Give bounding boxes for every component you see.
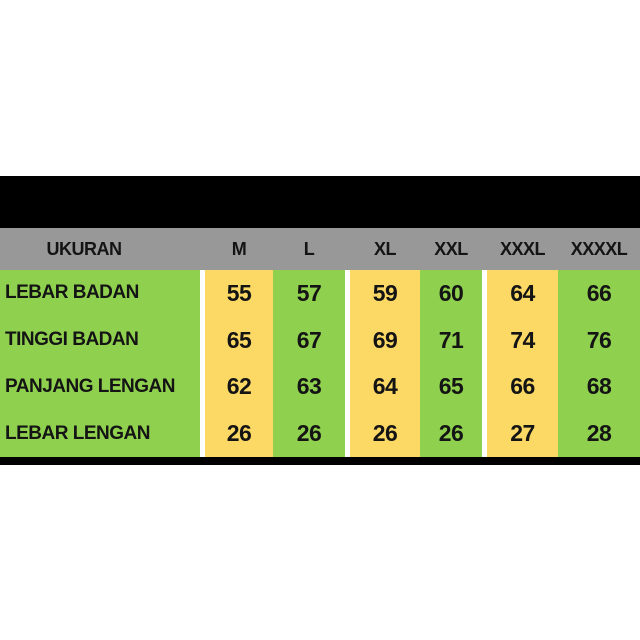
value-cell: 26 bbox=[273, 410, 345, 457]
header-size-xxxxl: XXXXL bbox=[570, 238, 628, 259]
value-cell: 68 bbox=[558, 363, 640, 411]
value-cell: 55 bbox=[205, 270, 273, 317]
row-label: TINGGI BADAN bbox=[0, 316, 200, 364]
top-black-bar bbox=[0, 176, 640, 228]
value-cell: 62 bbox=[205, 363, 273, 411]
value-cell: 69 bbox=[350, 316, 420, 364]
value-cell: 27 bbox=[487, 410, 558, 457]
value-cell: 26 bbox=[420, 410, 482, 457]
value-cell: 28 bbox=[558, 410, 640, 457]
header-ukuran-cell: UKURAN bbox=[46, 238, 123, 259]
value-cell: 60 bbox=[420, 270, 482, 317]
value-cell: 57 bbox=[273, 270, 345, 317]
value-cell: 66 bbox=[487, 363, 558, 411]
row-label: LEBAR LENGAN bbox=[0, 410, 200, 457]
value-cell: 65 bbox=[205, 316, 273, 364]
table-row-panjang-lengan: PANJANG LENGAN 62 63 64 65 66 68 bbox=[0, 363, 640, 411]
header-size-xl: XL bbox=[373, 238, 397, 259]
value-cell: 63 bbox=[273, 363, 345, 411]
table-row-lebar-badan: LEBAR BADAN 55 57 59 60 64 66 bbox=[0, 270, 640, 317]
table-row-tinggi-badan: TINGGI BADAN 65 67 69 71 74 76 bbox=[0, 316, 640, 364]
value-cell: 76 bbox=[558, 316, 640, 364]
header-size-xxl: XXL bbox=[434, 238, 468, 259]
row-label: PANJANG LENGAN bbox=[0, 363, 200, 411]
row-label: LEBAR BADAN bbox=[0, 270, 200, 317]
value-cell: 64 bbox=[350, 363, 420, 411]
value-cell: 71 bbox=[420, 316, 482, 364]
value-cell: 64 bbox=[487, 270, 558, 317]
value-cell: 67 bbox=[273, 316, 345, 364]
value-cell: 26 bbox=[350, 410, 420, 457]
header-size-xxxl: XXXL bbox=[499, 238, 546, 259]
value-cell: 26 bbox=[205, 410, 273, 457]
value-cell: 74 bbox=[487, 316, 558, 364]
table-row-lebar-lengan: LEBAR LENGAN 26 26 26 26 27 28 bbox=[0, 410, 640, 457]
table-body: LEBAR BADAN 55 57 59 60 64 66 TINGGI BAD… bbox=[0, 270, 640, 457]
bottom-black-bar bbox=[0, 457, 640, 465]
table-header-row: UKURAN M L XL XXL XXXL XXXXL bbox=[0, 228, 640, 270]
value-cell: 59 bbox=[350, 270, 420, 317]
value-cell: 65 bbox=[420, 363, 482, 411]
header-size-m: M bbox=[231, 238, 247, 259]
value-cell: 66 bbox=[558, 270, 640, 317]
header-size-l: L bbox=[303, 238, 315, 259]
